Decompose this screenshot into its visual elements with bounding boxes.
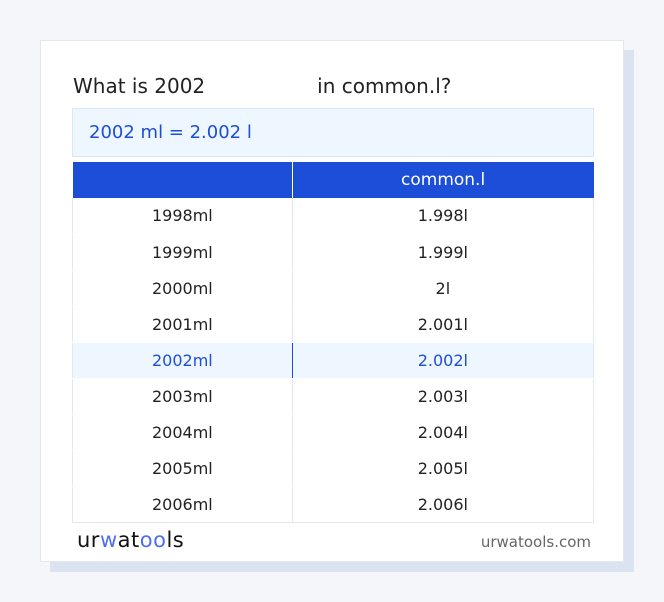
conversion-table: common.l 1998ml 1.998l 1999ml 1.999l 2000ml 2…: [72, 162, 595, 523]
cell-liters: 1.998l: [291, 198, 595, 235]
header-ml: [72, 162, 293, 198]
table-row: 2002ml 2.002l: [72, 342, 595, 379]
cell-liters: 2l: [291, 270, 595, 307]
result-box: 2002 ml = 2.002 l: [72, 108, 594, 157]
table-row: 2000ml 2l: [72, 270, 595, 307]
cell-liters: 2.005l: [291, 450, 595, 487]
cell-ml: 2001ml: [72, 306, 293, 343]
converter-card: What is 2002 in common.l? 2002 ml = 2.002…: [40, 40, 624, 562]
cell-liters: 1.999l: [291, 234, 595, 271]
title-prefix: What is 2002: [73, 74, 206, 98]
cell-liters: 2.002l: [291, 342, 595, 379]
urwatools-logo[interactable]: urwatools: [77, 528, 185, 552]
cell-liters: 2.004l: [291, 414, 595, 451]
table-row: 2006ml 2.006l: [72, 486, 595, 523]
cell-liters: 2.003l: [291, 378, 595, 415]
cell-ml: 2000ml: [72, 270, 293, 307]
header-common-l: common.l: [291, 162, 594, 198]
cell-ml: 2006ml: [72, 486, 293, 523]
cell-liters: 2.001l: [291, 306, 595, 343]
table-row: 1998ml 1.998l: [72, 198, 595, 235]
cell-ml: 1998ml: [72, 198, 293, 235]
cell-ml: 2002ml: [72, 342, 293, 379]
cell-ml: 2003ml: [72, 378, 293, 415]
cell-ml: 2005ml: [72, 450, 293, 487]
title-suffix: in common.l?: [317, 74, 452, 98]
page-title: What is 2002 in common.l?: [73, 74, 451, 98]
table-row: 2003ml 2.003l: [72, 378, 595, 415]
cell-ml: 1999ml: [72, 234, 293, 271]
table-row: 2005ml 2.005l: [72, 450, 595, 487]
cell-ml: 2004ml: [72, 414, 293, 451]
table-row: 2001ml 2.001l: [72, 306, 595, 343]
site-link[interactable]: urwatools.com: [480, 533, 591, 551]
cell-liters: 2.006l: [291, 486, 595, 523]
table-row: 1999ml 1.999l: [72, 234, 595, 271]
table-row: 2004ml 2.004l: [72, 414, 595, 451]
